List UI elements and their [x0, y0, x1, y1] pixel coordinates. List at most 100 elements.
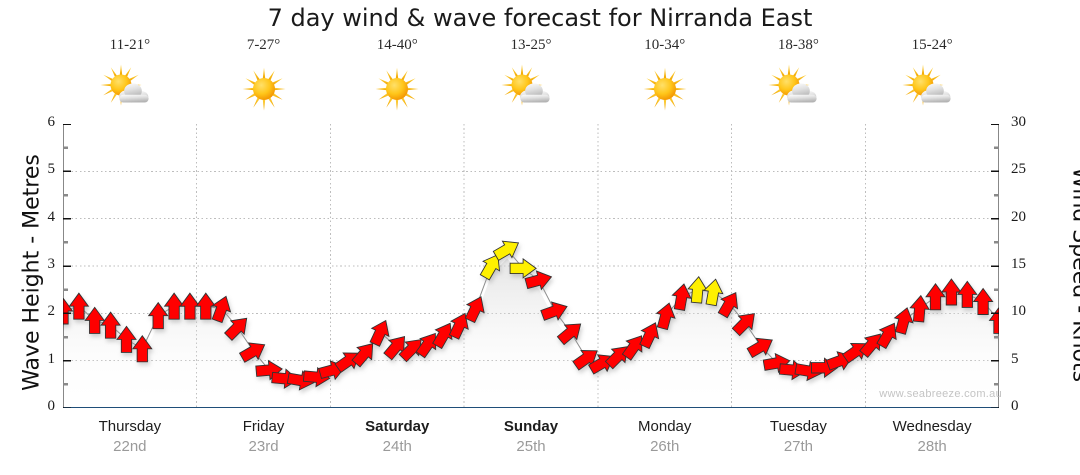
day-label-monday: Monday 26th — [598, 418, 732, 455]
wind-arrow — [717, 291, 739, 319]
partly-cloudy-icon — [731, 58, 865, 120]
wind-arrow — [131, 335, 153, 363]
day-header-friday: 7-27° — [197, 36, 331, 120]
wind-arrow — [859, 333, 881, 359]
day-date: 22nd — [113, 438, 147, 455]
wind-arrow — [223, 317, 248, 342]
wind-arrow — [238, 342, 266, 363]
wind-arrow — [925, 283, 946, 311]
day-date: 27th — [783, 438, 814, 455]
day-label-sunday: Sunday 25th — [464, 418, 598, 455]
temperature-range: 18-38° — [777, 37, 819, 53]
day-header-saturday: 14-40° — [330, 36, 464, 120]
wind-arrow — [572, 350, 598, 371]
day-label-wednesday: Wednesday 28th — [865, 418, 999, 455]
day-label-saturday: Saturday 24th — [330, 418, 464, 455]
day-name: Thursday — [98, 418, 162, 435]
wind-arrow — [941, 278, 962, 306]
temperature-range: 14-40° — [376, 37, 418, 53]
wind-arrow — [509, 258, 537, 279]
right-tick-label: 25 — [1011, 161, 1026, 178]
right-tick-label: 10 — [1011, 303, 1026, 320]
wind-arrow — [163, 292, 185, 320]
day-label-thursday: Thursday 22nd — [63, 418, 197, 455]
wind-arrow — [369, 319, 390, 347]
wind-arrow — [746, 337, 773, 359]
left-tick-label: 0 — [47, 398, 56, 414]
partly-cloudy-icon — [464, 58, 598, 120]
wind-arrow — [524, 270, 553, 291]
day-date: 28th — [917, 438, 947, 455]
wind-arrow — [671, 283, 692, 312]
right-tick-label: 5 — [1011, 350, 1019, 367]
left-tick-label: 5 — [47, 161, 56, 178]
sunny-icon — [330, 58, 464, 120]
day-name: Friday — [242, 418, 285, 435]
wind-arrow — [415, 332, 437, 359]
wind-arrow — [147, 301, 169, 330]
wind-arrow — [556, 323, 582, 346]
chart-plot-area — [63, 124, 999, 408]
day-name: Monday — [638, 418, 692, 435]
right-tick-label: 30 — [1011, 114, 1026, 130]
left-tick-label: 6 — [47, 114, 56, 130]
wind-arrow — [762, 352, 791, 374]
temperature-range: 10-34° — [644, 37, 686, 53]
day-name: Saturday — [365, 418, 430, 435]
temperature-range: 13-25° — [510, 37, 552, 53]
left-tick-label: 3 — [47, 256, 56, 272]
day-name: Wednesday — [892, 418, 972, 435]
wind-arrow — [972, 287, 994, 315]
temperature-range: 7-27° — [246, 37, 281, 53]
wind-arrow — [68, 292, 90, 320]
temperature-range: 15-24° — [911, 37, 953, 53]
wind-arrow — [100, 311, 121, 339]
partly-cloudy-icon — [865, 58, 999, 120]
wind-arrow — [639, 322, 660, 350]
wind-arrow — [956, 280, 978, 308]
left-tick-label: 2 — [47, 303, 56, 320]
page-title: 7 day wind & wave forecast for Nirranda … — [267, 4, 813, 32]
sunny-icon — [197, 58, 331, 120]
day-label-tuesday: Tuesday 27th — [731, 418, 865, 455]
left-tick-label: 1 — [47, 350, 56, 367]
day-date: 26th — [650, 438, 680, 455]
day-header-thursday: 11-21° — [63, 36, 197, 120]
right-tick-label: 20 — [1011, 208, 1026, 225]
wind-arrow — [687, 275, 708, 304]
wind-arrow — [703, 278, 724, 307]
day-header-monday: 10-34° — [598, 36, 732, 120]
wind-arrow — [731, 313, 755, 337]
wind-arrow — [448, 312, 469, 340]
wind-arrow — [876, 322, 897, 350]
wind-arrow — [540, 301, 568, 321]
wind-arrow — [302, 366, 331, 388]
day-name: Tuesday — [769, 418, 827, 435]
wind-wave-plot — [63, 124, 999, 408]
day-header-wednesday: 15-24° — [865, 36, 999, 120]
wind-arrow — [286, 370, 315, 391]
temperature-range: 11-21° — [109, 37, 151, 53]
partly-cloudy-icon — [63, 58, 197, 120]
wind-arrow — [492, 240, 520, 262]
right-tick-label: 15 — [1011, 256, 1026, 272]
left-tick-label: 4 — [47, 208, 56, 225]
site-watermark: www.seabreeze.com.au — [879, 388, 1002, 400]
wind-arrow — [464, 296, 485, 324]
right-axis-title: Wind Speed - Knots — [1067, 166, 1080, 383]
sunny-icon — [598, 58, 732, 120]
day-header-sunday: 13-25° — [464, 36, 598, 120]
wind-arrow — [211, 295, 232, 324]
wind-arrow — [655, 302, 676, 331]
day-name: Sunday — [503, 418, 559, 435]
wind-arrow — [255, 359, 283, 381]
day-label-friday: Friday 23rd — [197, 418, 331, 455]
wind-arrow — [893, 307, 914, 335]
wind-arrow — [179, 292, 201, 320]
wind-arrow — [621, 335, 643, 361]
wind-arrow — [909, 294, 931, 323]
day-date: 25th — [516, 438, 546, 455]
wind-arrow — [84, 306, 106, 334]
wind-arrow — [63, 297, 74, 325]
day-date: 24th — [382, 438, 412, 455]
